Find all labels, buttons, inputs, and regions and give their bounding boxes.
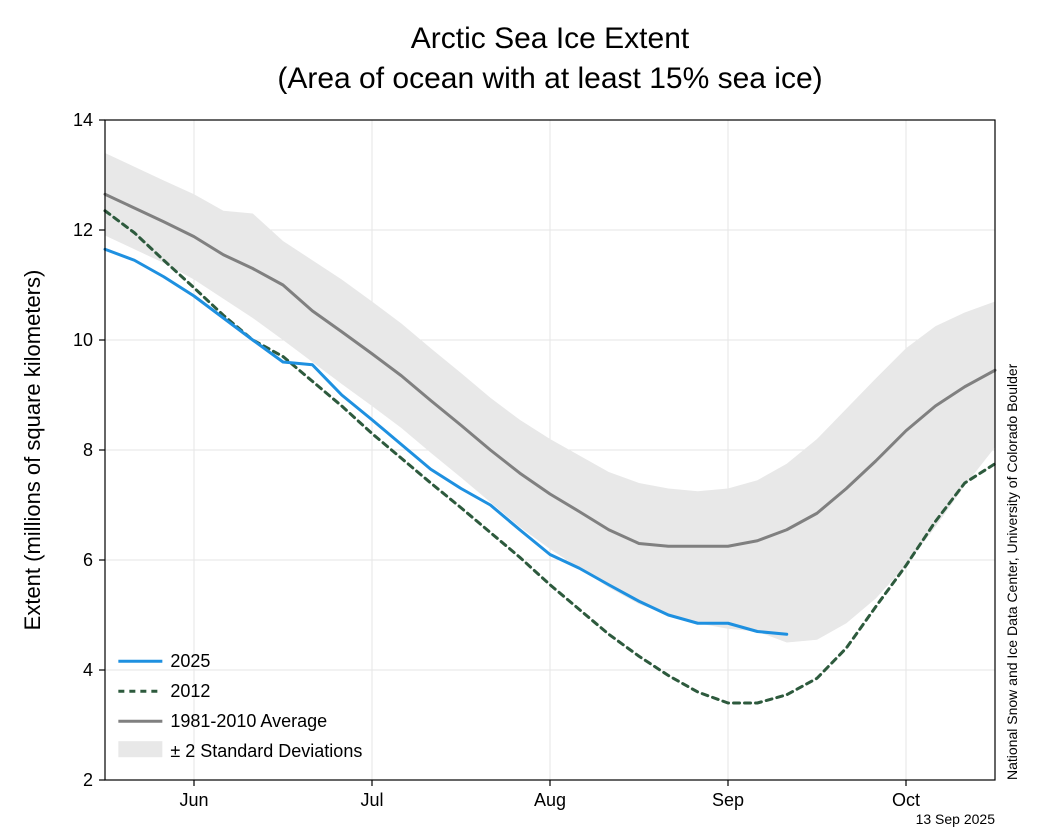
xtick-label: Jul	[360, 790, 383, 810]
ytick-label: 10	[73, 330, 93, 350]
xtick-label: Aug	[534, 790, 566, 810]
xtick-label: Oct	[892, 790, 920, 810]
ytick-label: 8	[83, 440, 93, 460]
legend-label: ± 2 Standard Deviations	[170, 741, 362, 761]
legend-label: 1981-2010 Average	[170, 711, 327, 731]
y-axis-label: Extent (millions of square kilometers)	[20, 270, 45, 631]
xtick-label: Sep	[712, 790, 744, 810]
legend-label: 2025	[170, 651, 210, 671]
ytick-label: 6	[83, 550, 93, 570]
xtick-label: Jun	[179, 790, 208, 810]
chart-container: Arctic Sea Ice Extent (Area of ocean with…	[0, 0, 1050, 840]
ytick-label: 12	[73, 220, 93, 240]
chart-svg: Arctic Sea Ice Extent (Area of ocean with…	[0, 0, 1050, 840]
legend-swatch	[118, 741, 162, 757]
date-label: 13 Sep 2025	[916, 811, 996, 827]
ytick-label: 2	[83, 770, 93, 790]
chart-title: Arctic Sea Ice Extent	[411, 22, 690, 55]
ytick-label: 4	[83, 660, 93, 680]
chart-subtitle: (Area of ocean with at least 15% sea ice…	[277, 62, 822, 95]
legend-label: 2012	[170, 681, 210, 701]
attribution-text: National Snow and Ice Data Center, Unive…	[1004, 363, 1020, 780]
ytick-label: 14	[73, 110, 93, 130]
